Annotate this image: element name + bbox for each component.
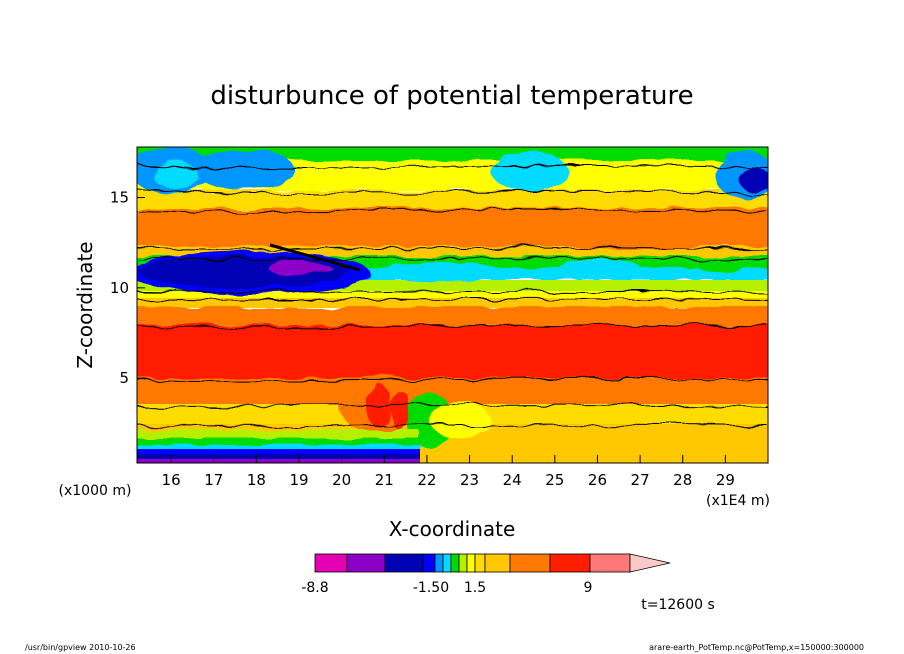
x-tick-label: 16 <box>162 471 181 489</box>
colorbar-segment <box>509 553 551 573</box>
colorbar-label: 9 <box>584 580 593 596</box>
x-tick-label: 23 <box>460 471 479 489</box>
x-tick-label: 26 <box>588 471 607 489</box>
footer-right: arare-earth_PotTemp.nc@PotTemp,x=150000:… <box>649 643 864 652</box>
colorbar-segment <box>458 553 468 573</box>
x-axis-ticks: 16 17 18 19 20 21 22 23 24 25 26 27 28 29 <box>162 455 735 489</box>
colorbar-segment <box>549 553 591 573</box>
colorbar-segment <box>484 553 511 573</box>
x-tick-label: 17 <box>204 471 223 489</box>
colorbar-label: -1.50 <box>413 580 449 596</box>
y-axis-unit: (x1000 m) <box>59 483 132 499</box>
colorbar-segment <box>384 553 424 573</box>
colorbar-segment <box>422 553 436 573</box>
x-axis-label: X-coordinate <box>389 517 516 541</box>
x-tick-label: 22 <box>417 471 436 489</box>
colorbar-segment <box>434 553 444 573</box>
colorbar-segment <box>346 553 386 573</box>
x-tick-label: 18 <box>247 471 266 489</box>
y-axis-label: Z-coordinate <box>73 241 97 368</box>
x-tick-label: 20 <box>332 471 351 489</box>
colorbar-label: 1.5 <box>464 580 486 596</box>
colorbar-segment <box>466 553 476 573</box>
x-tick-label: 24 <box>503 471 522 489</box>
colorbar-labels: -8.8 -1.50 1.5 9 <box>301 580 592 596</box>
colorbar-segment <box>474 553 486 573</box>
time-label: t=12600 s <box>641 597 715 613</box>
x-tick-label: 21 <box>375 471 394 489</box>
y-tick-label: 10 <box>110 279 129 297</box>
colorbar <box>314 553 671 573</box>
y-axis-ticks: 5 10 15 <box>110 189 145 387</box>
x-axis-unit: (x1E4 m) <box>706 493 770 509</box>
colorbar-label: -8.8 <box>301 580 328 596</box>
chart-title: disturbunce of potential temperature <box>210 81 693 111</box>
colorbar-arrow <box>629 553 671 573</box>
x-tick-label: 27 <box>631 471 650 489</box>
x-tick-label: 28 <box>673 471 692 489</box>
colorbar-segment <box>442 553 452 573</box>
plot-area: 16 17 18 19 20 21 22 23 24 25 26 27 28 29 5 10 15 <box>110 146 769 489</box>
colorbar-segment <box>314 553 348 573</box>
y-tick-label: 15 <box>110 189 129 207</box>
colorbar-segment <box>589 553 631 573</box>
x-tick-label: 29 <box>716 471 735 489</box>
x-tick-label: 19 <box>289 471 308 489</box>
footer-left: /usr/bin/gpview 2010-10-26 <box>25 643 136 652</box>
colorbar-segment <box>450 553 460 573</box>
x-tick-label: 25 <box>545 471 564 489</box>
y-tick-label: 5 <box>119 369 129 387</box>
